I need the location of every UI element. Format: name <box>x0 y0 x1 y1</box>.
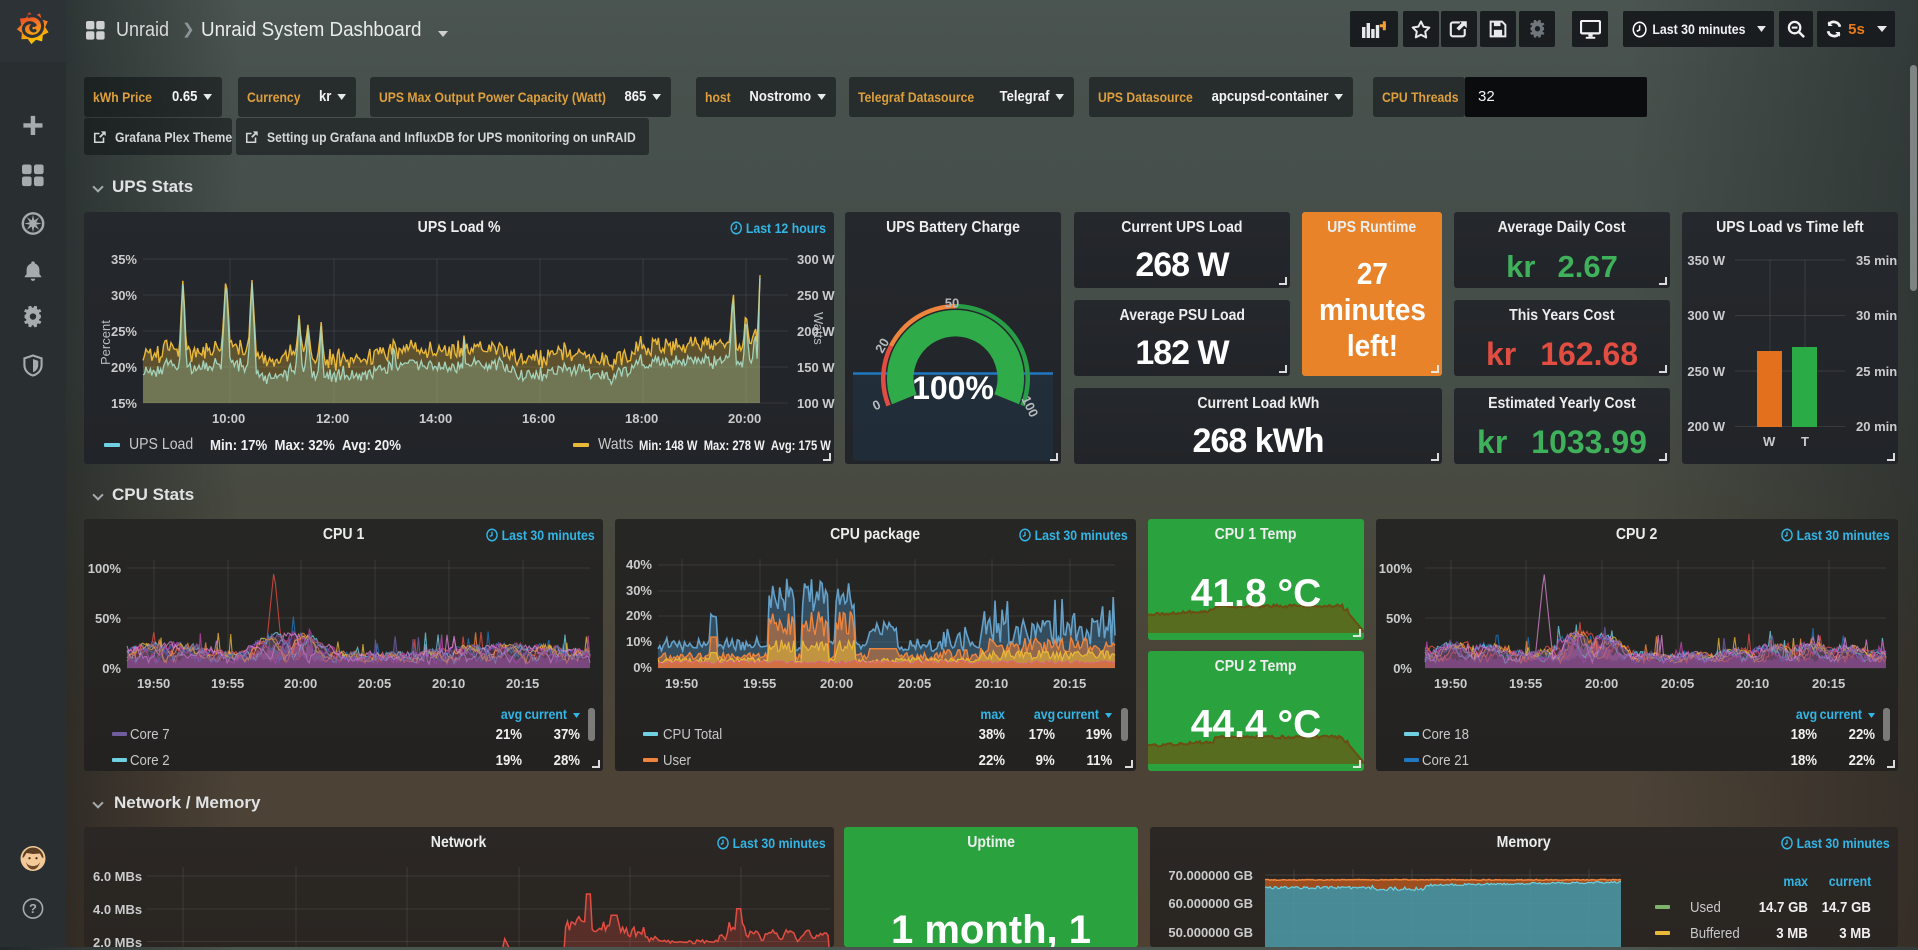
svg-text:?: ? <box>29 901 37 916</box>
svg-text:20: 20 <box>872 335 892 355</box>
svg-text:50: 50 <box>945 295 959 310</box>
